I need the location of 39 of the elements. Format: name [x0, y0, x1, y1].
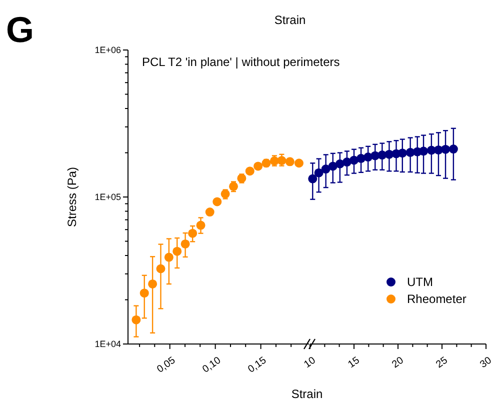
point — [245, 166, 254, 176]
point — [448, 144, 458, 154]
point — [164, 252, 174, 262]
x-tick-label: 0,15 — [246, 354, 269, 376]
point — [205, 208, 214, 217]
y-tick-label: 1E+05 — [94, 192, 121, 202]
x-tick-label: 10 — [302, 354, 318, 371]
y-tick-label: 1E+04 — [94, 339, 121, 349]
x-tick-label: 0,10 — [200, 354, 224, 376]
point — [140, 288, 149, 298]
point — [254, 162, 263, 171]
x-tick-label: 20 — [390, 354, 406, 371]
point — [132, 315, 141, 324]
point — [212, 197, 222, 206]
y-axis-title: Stress (Pa) — [65, 166, 79, 228]
point — [308, 174, 318, 184]
x-tick-label: 15 — [346, 354, 362, 371]
text: G — [6, 9, 34, 50]
point — [294, 158, 304, 168]
x-tick-label: 0,05 — [155, 354, 178, 376]
x-tick-label: 25 — [434, 354, 450, 371]
chart-title: PCL T2 'in plane' | without perimeters — [142, 55, 340, 69]
legend-label: UTM — [407, 275, 433, 289]
text: Strain — [274, 13, 306, 27]
point — [172, 246, 182, 256]
point — [156, 264, 166, 274]
point — [180, 240, 190, 248]
x-tick-label: 30 — [478, 354, 494, 371]
point — [314, 168, 324, 178]
point — [196, 220, 206, 230]
point — [441, 144, 450, 154]
point — [321, 164, 330, 174]
point — [419, 146, 428, 156]
y-tick-label: 1E+06 — [94, 45, 121, 55]
point — [188, 228, 198, 238]
point — [398, 148, 407, 158]
point — [148, 280, 158, 288]
x-axis-title: Strain — [291, 387, 323, 401]
legend-label: Rheometer — [407, 292, 466, 306]
